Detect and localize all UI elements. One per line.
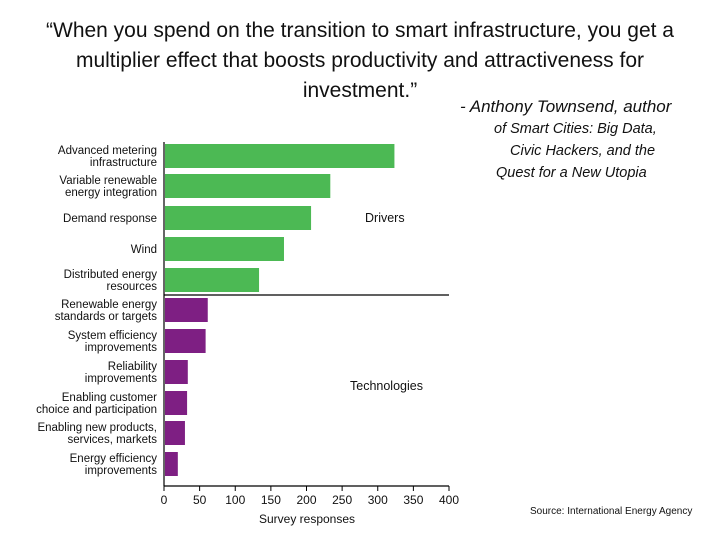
attribution-prefix: - <box>460 97 470 116</box>
attribution-role: author <box>618 97 672 116</box>
category-label-7: System efficiency improvements <box>68 330 158 354</box>
bar-7 <box>165 329 206 353</box>
bar-9 <box>165 391 188 415</box>
bar-2 <box>165 174 331 198</box>
bar-4 <box>165 237 284 261</box>
x-tick-label-250: 250 <box>332 493 352 507</box>
category-label-2: Variable renewable energy integration <box>59 175 157 199</box>
bar-10 <box>165 421 185 445</box>
category-label-11: Energy efficiency improvements <box>70 453 158 477</box>
x-axis-title: Survey responses <box>259 512 355 526</box>
group-label-drivers: Drivers <box>365 211 405 225</box>
x-tick-label-200: 200 <box>296 493 316 507</box>
bar-11 <box>165 452 178 476</box>
source-note: Source: International Energy Agency <box>530 506 693 517</box>
bar-3 <box>165 206 312 230</box>
category-label-9: Enabling customer choice and participatio… <box>36 392 157 416</box>
attribution-line-4: Quest for a New Utopia <box>496 165 647 181</box>
x-tick-label-50: 50 <box>193 493 207 507</box>
category-label-6: Renewable energy standards or targets <box>55 299 158 323</box>
attribution-line-3: Civic Hackers, and the <box>510 143 656 159</box>
quote-text: “When you spend on the transition to sma… <box>46 19 674 102</box>
x-tick-label-350: 350 <box>403 493 423 507</box>
category-label-8: Reliability improvements <box>85 361 157 385</box>
bar-1 <box>165 144 395 168</box>
x-tick-label-400: 400 <box>439 493 459 507</box>
group-label-technologies: Technologies <box>350 379 423 393</box>
attribution-author: Anthony Townsend, <box>469 97 619 116</box>
x-tick-label-0: 0 <box>161 493 168 507</box>
x-tick-label-100: 100 <box>225 493 245 507</box>
category-label-5: Distributed energy resources <box>64 269 158 293</box>
quote-attribution: - Anthony Townsend, author of Smart Citi… <box>460 96 720 184</box>
bar-5 <box>165 268 260 292</box>
x-tick-label-300: 300 <box>368 493 388 507</box>
attribution-line-1: - Anthony Townsend, author <box>460 96 720 118</box>
bar-8 <box>165 360 188 384</box>
x-tick-label-150: 150 <box>261 493 281 507</box>
category-label-3: Demand response <box>63 213 157 225</box>
bar-6 <box>165 298 208 322</box>
category-label-10: Enabling new products, services, markets <box>37 422 157 446</box>
category-label-4: Wind <box>131 244 157 256</box>
category-label-1: Advanced metering infrastructure <box>58 145 157 169</box>
attribution-line-2: of Smart Cities: Big Data, <box>494 121 657 137</box>
